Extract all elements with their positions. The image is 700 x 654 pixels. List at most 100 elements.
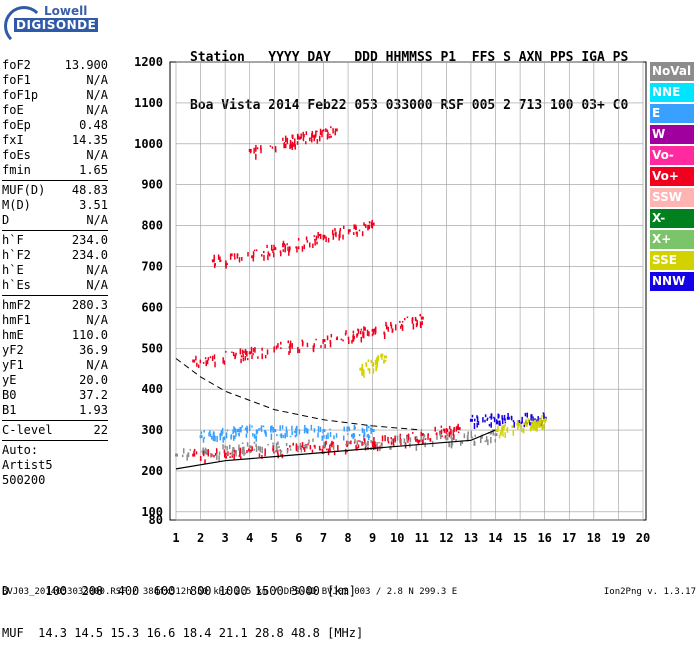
echo-dot — [334, 232, 336, 236]
echo-dot — [313, 235, 316, 237]
echo-dot — [540, 417, 543, 421]
echo-dot — [523, 422, 525, 425]
profile-curve — [175, 429, 496, 470]
echo-dot — [376, 446, 379, 452]
param-value: N/A — [86, 278, 108, 292]
echo-dot — [289, 448, 292, 451]
echo-dot — [226, 451, 228, 455]
echo-dot — [321, 448, 324, 454]
data-point — [273, 429, 277, 433]
param-key: B1 — [2, 403, 17, 417]
echo-dot — [278, 445, 280, 449]
echo-dot — [358, 433, 361, 437]
param-row: foE N/A — [2, 103, 108, 118]
echo-dot — [313, 343, 315, 348]
echo-dot — [394, 324, 397, 331]
echo-dot — [186, 454, 188, 461]
echo-dot — [363, 428, 365, 435]
legend-item: NNW — [650, 272, 694, 291]
echo-dot — [399, 438, 402, 444]
echo-dot — [374, 444, 377, 450]
echo-dot — [213, 254, 215, 261]
echo-dot — [234, 355, 237, 359]
echo-dot — [414, 316, 417, 320]
echo-dot — [457, 431, 460, 434]
echo-dot — [319, 233, 322, 239]
echo-dot — [370, 424, 372, 427]
y-tick-label: 400 — [141, 382, 163, 396]
series-sse-traces — [494, 414, 547, 439]
echo-dot — [225, 452, 227, 457]
echo-dot — [294, 138, 296, 144]
echo-dot — [400, 325, 402, 329]
echo-dot — [384, 359, 387, 362]
echo-dot — [246, 442, 249, 447]
param-row: fmin 1.65 — [2, 163, 108, 178]
echo-dot — [329, 133, 331, 136]
echo-dot — [224, 453, 226, 458]
echo-dot — [283, 141, 286, 149]
x-tick-label: 3 — [222, 531, 229, 545]
echo-dot — [337, 444, 339, 451]
param-value: 1.93 — [79, 403, 108, 417]
series-vo-traces — [211, 219, 375, 269]
echo-dot — [277, 343, 279, 348]
echo-dot — [335, 337, 338, 341]
echo-dot — [349, 229, 351, 233]
echo-dot — [241, 449, 244, 455]
echo-dot — [241, 256, 243, 261]
echo-dot — [467, 434, 469, 441]
echo-dot — [223, 360, 226, 365]
echo-dot — [493, 417, 496, 423]
echo-dot — [512, 430, 515, 436]
echo-dot — [461, 440, 464, 444]
legend-item: W — [650, 125, 694, 144]
data-point — [494, 429, 498, 433]
param-value: 3.51 — [79, 198, 108, 212]
echo-dot — [182, 448, 185, 454]
echo-dot — [287, 340, 290, 344]
echo-dot — [286, 430, 288, 438]
echo-dot — [516, 423, 518, 426]
param-value: N/A — [86, 313, 108, 327]
data-point — [371, 429, 375, 433]
echo-dot — [280, 347, 282, 350]
param-separator — [2, 440, 108, 441]
echo-dot — [368, 224, 371, 230]
echo-dot — [485, 436, 488, 442]
x-tick-label: 11 — [415, 531, 429, 545]
echo-dot — [374, 328, 376, 332]
echo-dot — [288, 346, 291, 349]
echo-dot — [536, 423, 539, 428]
echo-dot — [253, 433, 256, 439]
echo-dot — [309, 137, 311, 142]
echo-dot — [329, 341, 332, 348]
x-tick-label: 20 — [636, 531, 650, 545]
echo-dot — [272, 430, 274, 433]
echo-dot — [246, 350, 248, 357]
echo-dot — [439, 432, 441, 436]
echo-dot — [516, 420, 519, 425]
echo-dot — [246, 449, 248, 454]
echo-dot — [396, 435, 399, 441]
echo-dot — [329, 449, 331, 453]
echo-dot — [435, 433, 438, 435]
echo-dot — [298, 429, 301, 435]
echo-dot — [513, 423, 515, 428]
echo-dot — [308, 439, 310, 444]
echo-dot — [330, 333, 333, 338]
echo-dot — [229, 456, 231, 459]
echo-dot — [231, 253, 233, 257]
echo-dot — [253, 249, 256, 252]
echo-dot — [407, 435, 410, 441]
echo-dot — [450, 434, 452, 439]
echo-dot — [299, 446, 302, 450]
echo-dot — [446, 428, 449, 433]
echo-dot — [451, 443, 454, 446]
x-tick-label: 13 — [464, 531, 478, 545]
echo-dot — [353, 433, 356, 438]
echo-dot — [255, 429, 258, 435]
echo-dot — [327, 432, 329, 439]
echo-dot — [353, 335, 355, 340]
echo-dot — [530, 414, 532, 421]
